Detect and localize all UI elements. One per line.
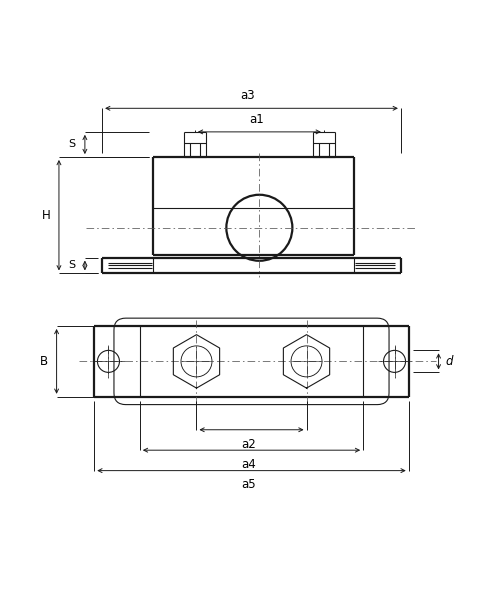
Text: d: d bbox=[446, 355, 453, 368]
Text: a1: a1 bbox=[249, 113, 264, 125]
Text: a3: a3 bbox=[240, 89, 255, 102]
Text: a4: a4 bbox=[241, 458, 256, 471]
Text: S: S bbox=[69, 260, 76, 270]
Text: H: H bbox=[42, 209, 51, 221]
Text: B: B bbox=[40, 355, 48, 368]
Text: a2: a2 bbox=[241, 438, 256, 451]
Text: a5: a5 bbox=[241, 478, 256, 491]
Text: S: S bbox=[69, 140, 76, 149]
